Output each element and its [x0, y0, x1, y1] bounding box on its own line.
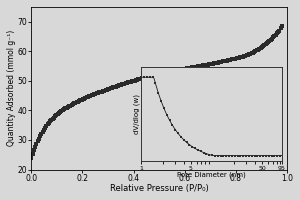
X-axis label: Relative Pressure (P/P₀): Relative Pressure (P/P₀)	[110, 184, 208, 193]
Y-axis label: Quantity Adsorbed (mmol g⁻¹): Quantity Adsorbed (mmol g⁻¹)	[7, 30, 16, 146]
